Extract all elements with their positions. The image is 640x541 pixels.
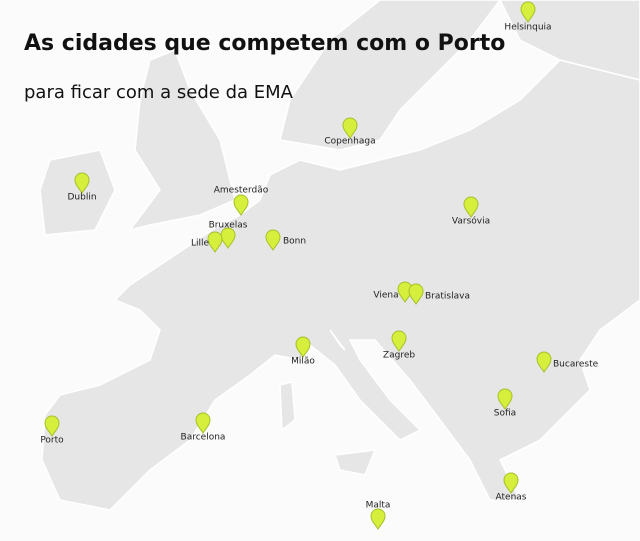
city-label: Porto bbox=[40, 436, 64, 446]
city-label: Bonn bbox=[283, 237, 306, 247]
city-pin bbox=[207, 231, 223, 253]
city-label: Malta bbox=[366, 501, 391, 511]
city-pin bbox=[536, 351, 552, 373]
city-label: Lille bbox=[191, 239, 210, 249]
city-pin bbox=[74, 172, 90, 194]
city-label: Viena bbox=[373, 291, 398, 301]
city-pin bbox=[265, 229, 281, 251]
city-pin bbox=[463, 196, 479, 218]
city-pin bbox=[44, 415, 60, 437]
city-pin bbox=[342, 117, 358, 139]
city-label: Copenhaga bbox=[324, 137, 375, 147]
landmass bbox=[39, 0, 640, 511]
city-pin bbox=[195, 412, 211, 434]
city-label: Dublin bbox=[67, 193, 96, 203]
city-label: Varsóvia bbox=[452, 216, 490, 227]
city-markers: Helsinquia Copenhaga Dublin Amesterdão Bruxe… bbox=[40, 1, 599, 530]
city-label: Zagreb bbox=[383, 351, 415, 361]
city-label: Milão bbox=[291, 357, 315, 367]
city-pin bbox=[520, 1, 536, 23]
city-label: Atenas bbox=[496, 493, 527, 503]
city-label: Helsinquia bbox=[504, 23, 551, 33]
city-label: Bucareste bbox=[553, 360, 599, 370]
city-label: Sofia bbox=[494, 409, 516, 419]
city-pin bbox=[503, 472, 519, 494]
city-label: Amesterdão bbox=[214, 186, 269, 196]
city-pin bbox=[233, 194, 249, 216]
city-label: Barcelona bbox=[181, 433, 226, 443]
subtitle: para ficar com a sede da EMA bbox=[24, 82, 294, 103]
city-pin bbox=[220, 227, 236, 249]
city-pin bbox=[391, 330, 407, 352]
city-pin bbox=[295, 336, 311, 358]
city-label: Bruxelas bbox=[209, 221, 248, 231]
city-pin bbox=[408, 283, 424, 305]
city-pin bbox=[370, 508, 386, 530]
title: As cidades que competem com o Porto bbox=[24, 31, 505, 56]
city-pin bbox=[497, 388, 513, 410]
city-label: Bratislava bbox=[425, 292, 470, 302]
